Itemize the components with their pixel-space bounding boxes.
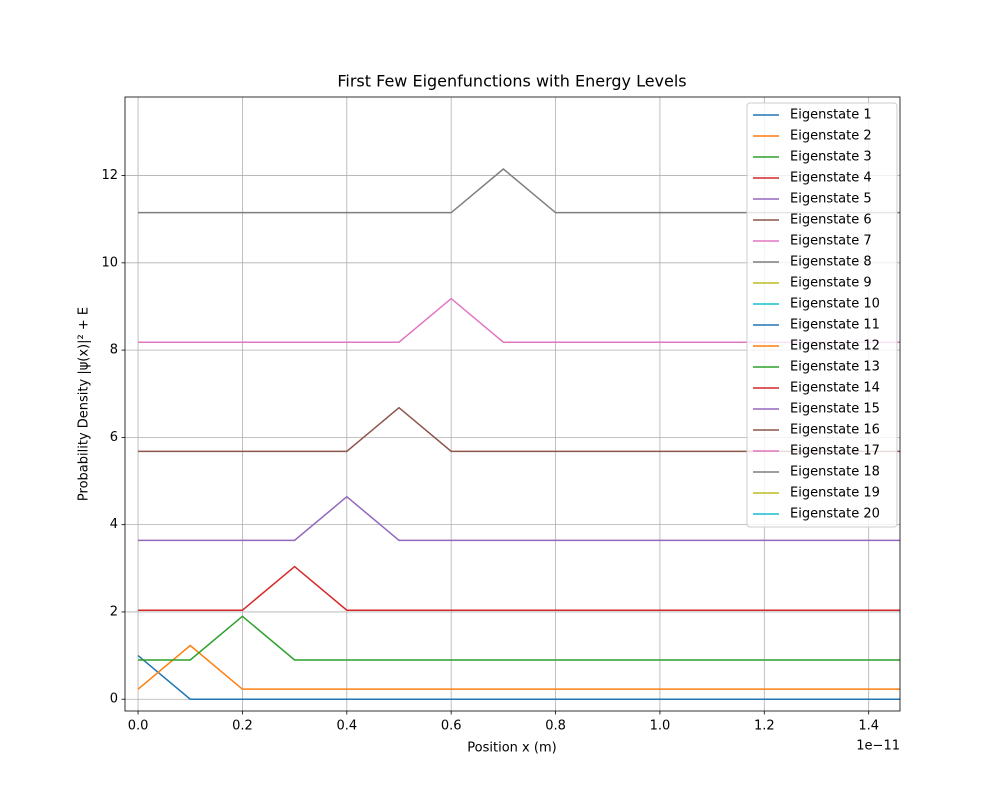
legend-label: Eigenstate 9	[790, 276, 872, 291]
legend-label: Eigenstate 13	[790, 360, 880, 375]
data-line	[138, 565, 900, 611]
legend-label: Eigenstate 6	[790, 213, 872, 228]
legend-label: Eigenstate 14	[790, 381, 880, 396]
data-line	[137, 655, 900, 700]
legend-label: Eigenstate 15	[790, 402, 880, 417]
x-tick-label: 1.2	[754, 719, 775, 734]
legend-label: Eigenstate 18	[790, 465, 880, 480]
chart-title: First Few Eigenfunctions with Energy Lev…	[337, 72, 686, 91]
legend-label: Eigenstate 2	[790, 129, 872, 144]
legend-label: Eigenstate 5	[790, 192, 872, 207]
legend-label: Eigenstate 12	[790, 339, 880, 354]
legend-label: Eigenstate 16	[790, 423, 880, 438]
data-line	[138, 615, 900, 661]
legend-label: Eigenstate 20	[790, 507, 880, 522]
legend-label: Eigenstate 11	[790, 318, 880, 333]
data-line	[138, 495, 900, 542]
legend-label: Eigenstate 7	[790, 234, 872, 249]
legend-label: Eigenstate 10	[790, 297, 880, 312]
x-offset-label: 1e−11	[856, 739, 900, 754]
legend-label: Eigenstate 19	[790, 486, 880, 501]
legend-label: Eigenstate 1	[790, 108, 872, 123]
y-axis-label: Probability Density |ψ(x)|² + E	[77, 307, 92, 501]
legend-label: Eigenstate 17	[790, 444, 880, 459]
x-tick-label: 1.0	[650, 719, 671, 734]
y-tick-label: 8	[110, 343, 118, 358]
y-tick-label: 0	[110, 692, 118, 707]
x-axis-label: Position x (m)	[467, 741, 556, 756]
legend-box	[746, 102, 898, 528]
x-tick-label: 1.4	[858, 719, 879, 734]
x-tick-label: 0.2	[232, 719, 253, 734]
data-line	[137, 644, 900, 690]
legend-label: Eigenstate 3	[790, 150, 872, 165]
y-tick-label: 6	[110, 430, 118, 445]
y-tick-label: 4	[110, 517, 118, 532]
y-tick-label: 10	[101, 255, 118, 270]
y-tick-label: 12	[101, 168, 118, 183]
x-tick-label: 0.4	[336, 719, 357, 734]
x-tick-label: 0.8	[545, 719, 566, 734]
legend-label: Eigenstate 8	[790, 255, 872, 270]
legend-label: Eigenstate 4	[790, 171, 872, 186]
plot-frame	[124, 96, 901, 712]
x-tick-label: 0.6	[441, 719, 462, 734]
y-tick-label: 2	[110, 604, 118, 619]
x-tick-label: 0.0	[128, 719, 149, 734]
